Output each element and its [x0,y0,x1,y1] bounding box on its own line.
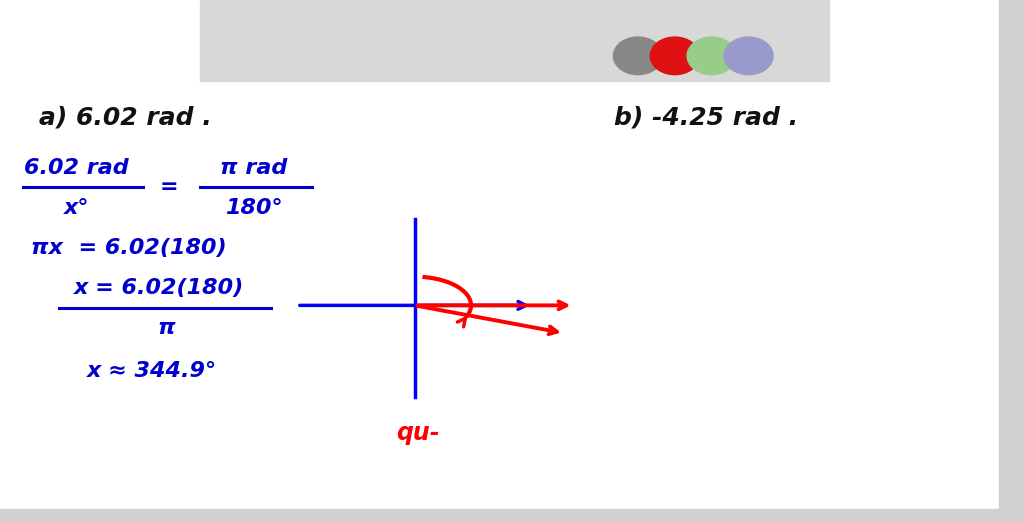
Ellipse shape [724,37,773,75]
Text: a) 6.02 rad .: a) 6.02 rad . [39,105,212,129]
Ellipse shape [613,37,663,75]
Text: π: π [157,318,175,338]
Bar [200,0,829,81]
Text: x = 6.02(180): x = 6.02(180) [74,278,244,298]
Text: b) -4.25 rad .: b) -4.25 rad . [614,105,799,129]
Ellipse shape [650,37,699,75]
Text: 180°: 180° [225,198,283,218]
Text: π rad: π rad [220,158,288,178]
Text: πx  = 6.02(180): πx = 6.02(180) [31,238,226,258]
Text: =: = [160,177,178,197]
Text: 6.02 rad: 6.02 rad [25,158,129,178]
Ellipse shape [687,37,736,75]
Bar [0,509,1024,522]
Bar [999,0,1024,522]
Text: qu-: qu- [396,421,439,445]
Text: x ≈ 344.9°: x ≈ 344.9° [86,361,217,381]
Text: x°: x° [65,198,89,218]
